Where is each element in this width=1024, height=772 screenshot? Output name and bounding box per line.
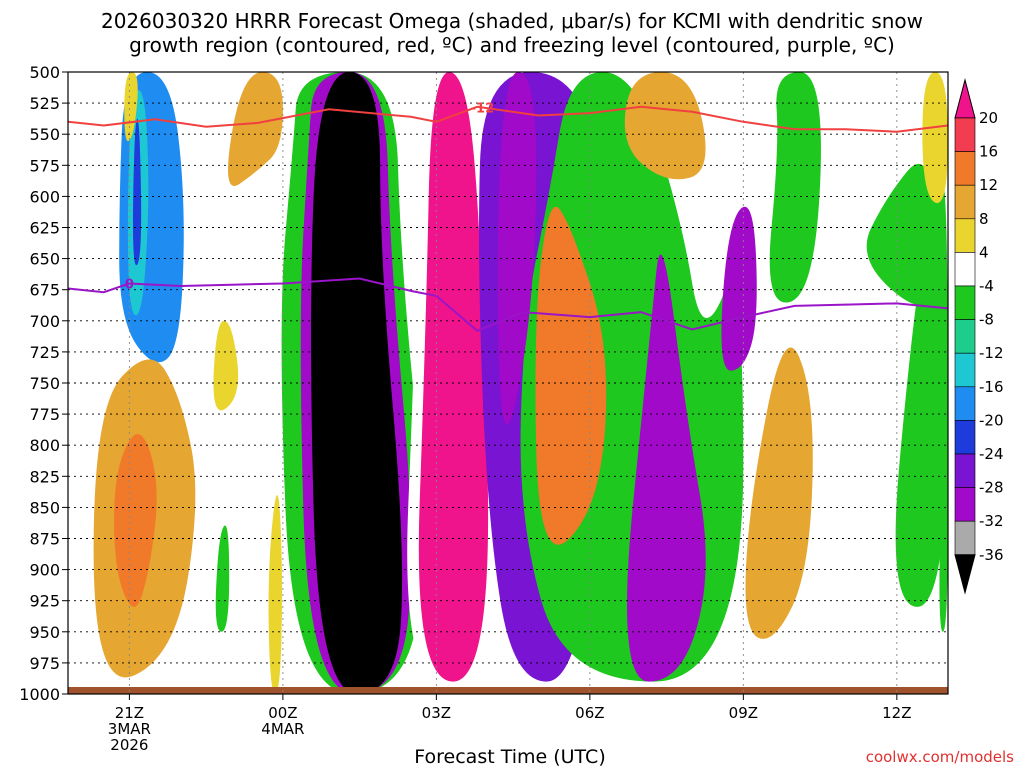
omega-region-25 [866,163,940,306]
contour-label-1: 0 [125,277,134,292]
y-tick-label-925: 925 [29,592,60,611]
colorbar-above-max [954,78,976,119]
omega-shading [93,72,948,694]
colorbar-band-2 [954,184,976,220]
x-tick-label-7-0: 03Z [422,704,451,722]
omega-region-17 [497,72,537,425]
colorbar-tick-1: 16 [979,143,998,161]
y-tick-label-700: 700 [29,312,60,331]
y-tick-label-775: 775 [29,405,60,424]
colorbar-band-6 [954,319,976,354]
colorbar-tick-4: 4 [979,243,989,261]
colorbar-band-12 [954,520,976,556]
x-tick-label-1-0: 21Z [115,704,144,722]
grid-lines [68,72,948,694]
y-tick-label-650: 650 [29,250,60,269]
y-tick-label-575: 575 [29,156,60,175]
colorbar-tick-10: -24 [979,445,1004,463]
omega-region-9 [268,494,283,694]
colorbar-below-min [954,554,976,595]
y-tick-label-600: 600 [29,187,60,206]
colorbar-band-7 [954,352,976,388]
x-tick-label-1-1: 3MAR [108,720,151,738]
colorbar-band-1 [954,151,976,186]
colorbar-tick-9: -20 [979,411,1004,429]
colorbar-tick-11: -28 [979,479,1004,497]
y-tick-label-1000: 1000 [19,685,60,704]
colorbar-tick-0: 20 [979,109,998,127]
colorbar-band-3 [954,218,976,253]
y-tick-label-975: 975 [29,654,60,673]
omega-region-7 [213,320,239,411]
y-tick-label-550: 550 [29,125,60,144]
colorbar-band-5 [954,285,976,320]
y-tick-label-825: 825 [29,467,60,486]
colorbar-tick-13: -36 [979,546,1004,564]
omega-region-5 [124,72,138,142]
temperature-contours [68,105,948,332]
omega-region-21 [624,72,706,180]
chart-title-line1: 2026030320 HRRR Forecast Omega (shaded, … [101,9,923,33]
y-tick-label-525: 525 [29,94,60,113]
x-tick-label-13-0: 09Z [729,704,758,722]
credit-text: coolwx.com/models [866,748,1014,766]
x-tick-label-4-1: 4MAR [261,720,304,738]
contour-label-0: -12 [471,102,495,117]
y-tick-label-725: 725 [29,343,60,362]
y-tick-label-875: 875 [29,530,60,549]
omega-region-6 [227,72,283,187]
x-tick-label-10-0: 06Z [575,704,604,722]
y-tick-label-625: 625 [29,219,60,238]
omega-region-18 [535,206,607,545]
omega-region-26 [922,72,948,204]
colorbar-band-11 [954,487,976,522]
colorbar-tick-7: -12 [979,344,1004,362]
omega-region-20 [721,206,757,371]
colorbar-tick-6: -8 [979,311,994,329]
omega-region-8 [215,525,230,632]
omega-region-2 [132,118,142,266]
x-axis-label: Forecast Time (UTC) [414,746,605,768]
colorbar-tick-8: -16 [979,378,1004,396]
y-tick-label-500: 500 [29,63,60,82]
contour-labels: -12 0 [125,102,494,293]
y-tick-label-850: 850 [29,498,60,517]
colorbar-tick-3: 8 [979,210,989,228]
surface-ground-strip [68,687,948,694]
y-tick-label-900: 900 [29,561,60,580]
colorbar-band-0 [954,117,976,152]
y-axis-ticks: 500 525 550 575 600 625 650 675 700 725 750 775 800 8… [19,63,68,704]
y-tick-label-675: 675 [29,281,60,300]
omega-region-19 [627,254,706,682]
colorbar-band-10 [954,453,976,488]
omega-region-4 [114,434,157,607]
y-tick-label-800: 800 [29,436,60,455]
contour-line-1 [68,277,948,332]
x-tick-label-16-0: 12Z [882,704,911,722]
contour-line-0 [68,105,948,133]
colorbar-band-9 [954,420,976,455]
x-tick-label-1-2: 2026 [110,736,148,754]
colorbar-band-4 [954,252,976,287]
colorbar-tick-12: -32 [979,512,1004,530]
y-tick-label-750: 750 [29,374,60,393]
chart-title-line2: growth region (contoured, red, ºC) and f… [129,33,895,57]
colorbar-band-8 [954,386,976,421]
colorbar-tick-5: -4 [979,277,994,295]
omega-region-22 [745,347,813,639]
omega-colorbar: 20 16 12 8 4 -4 -8 -12 -16 -20 -24 -28 -32 -36 [954,78,1004,595]
colorbar-tick-2: 12 [979,176,998,194]
y-tick-label-950: 950 [29,623,60,642]
omega-region-27 [939,406,948,632]
x-tick-label-4-0: 00Z [268,704,297,722]
